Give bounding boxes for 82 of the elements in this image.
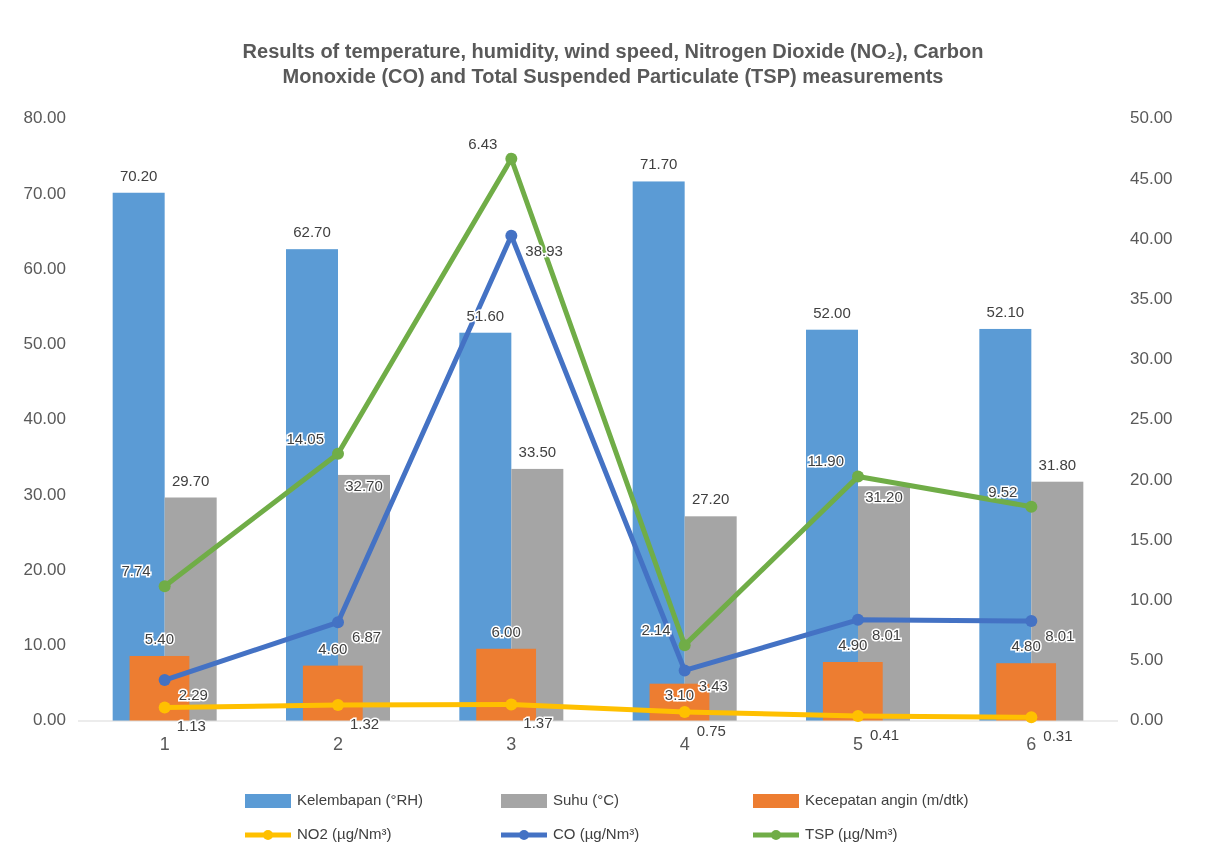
legend-label: NO2 (µg/Nm³)	[297, 824, 392, 842]
y-tick-label: 0.00	[32, 710, 66, 730]
data-label: 33.50	[518, 442, 557, 460]
annotation: 11.90	[807, 452, 844, 470]
data-label: 4.60	[318, 639, 348, 657]
y-tick-label: 60.00	[23, 258, 66, 278]
point	[505, 152, 518, 165]
annotation: 6.43	[468, 134, 498, 152]
legend-label: Kecepatan angin (m/dtk)	[805, 790, 969, 808]
data-label: 3.10	[664, 685, 695, 703]
data-label: 70.20	[119, 166, 158, 184]
point	[678, 705, 691, 718]
annotation: 8.01	[1045, 626, 1075, 644]
y-tick-label: 30.00	[23, 484, 66, 504]
annotation: 8.01	[872, 626, 902, 644]
point	[678, 639, 691, 652]
data-label: 32.70	[345, 476, 383, 494]
annotation: 14.05	[286, 429, 324, 447]
point	[158, 701, 171, 714]
data-label: 62.70	[293, 223, 331, 241]
point	[852, 710, 864, 723]
y2-tick-label: 20.00	[1130, 469, 1173, 489]
annotation: 6.87	[352, 628, 382, 646]
chart-title: Results of temperature, humidity, wind speed, Nitrogen Dioxide (NO₂), Carbon Monoxide (CO) and Total Suspended Particulate (TSP) measurements	[242, 40, 984, 87]
data-label: 31.80	[1038, 455, 1077, 473]
point	[852, 613, 864, 626]
x-tick-label: 5	[852, 733, 864, 754]
data-label: 52.00	[813, 303, 851, 321]
annotation: 7.74	[121, 562, 151, 580]
point	[1025, 615, 1038, 628]
y2-tick-label: 0.00	[1130, 710, 1164, 730]
legend-label: Kelembapan (°RH)	[297, 790, 424, 808]
point	[852, 470, 864, 483]
y-tick-label: 80.00	[23, 108, 66, 128]
y2-tick-label: 15.00	[1130, 529, 1173, 549]
y2-tick-label: 50.00	[1130, 108, 1173, 128]
point	[332, 699, 344, 712]
data-label: 0.41	[870, 726, 900, 744]
y-tick-label: 20.00	[23, 559, 66, 579]
y-tick-label: 50.00	[23, 334, 66, 354]
y-tick-label: 40.00	[23, 409, 66, 429]
y-tick-label: 70.00	[23, 183, 66, 203]
data-label: 71.70	[639, 155, 678, 173]
point	[332, 616, 344, 629]
annotation: 3.43	[698, 676, 728, 694]
annotation: 9.52	[988, 482, 1018, 500]
y2-tick-label: 5.00	[1130, 650, 1164, 670]
point	[158, 674, 171, 687]
data-label: 1.37	[523, 714, 553, 732]
data-label: 29.70	[171, 471, 210, 489]
data-label: 4.90	[838, 636, 868, 653]
y2-tick-label: 30.00	[1130, 349, 1173, 369]
data-label: 0.31	[1043, 727, 1073, 745]
x-tick-label: 2	[332, 733, 344, 754]
annotation: 2.14	[641, 620, 671, 638]
data-label: 0.75	[696, 721, 726, 739]
data-label: 1.13	[176, 717, 206, 735]
y-tick-label: 10.00	[23, 635, 66, 655]
data-label: 5.40	[144, 629, 175, 647]
x-tick-label: 1	[159, 733, 170, 754]
bar	[996, 663, 1057, 721]
x-tick-label: 6	[1026, 733, 1037, 754]
y2-tick-label: 10.00	[1130, 590, 1173, 610]
data-label: 27.20	[691, 490, 730, 508]
point	[332, 447, 344, 460]
x-tick-label: 3	[506, 733, 517, 754]
data-label: 1.32	[350, 715, 380, 733]
point	[678, 664, 691, 677]
y2-tick-label: 25.00	[1130, 409, 1173, 429]
x-tick-label: 4	[679, 733, 690, 754]
data-label: 52.10	[986, 302, 1025, 320]
y2-tick-label: 40.00	[1130, 228, 1173, 248]
point	[1025, 500, 1038, 513]
point	[1025, 711, 1038, 724]
legend-label: Suhu (°C)	[553, 790, 620, 808]
legend-label: CO (µg/Nm³)	[553, 824, 640, 842]
point	[158, 580, 171, 593]
legend-label: TSP (µg/Nm³)	[805, 824, 898, 842]
y2-tick-label: 45.00	[1130, 168, 1173, 188]
y2-tick-label: 35.00	[1130, 289, 1173, 309]
point	[505, 698, 518, 711]
data-label: 31.20	[865, 488, 903, 506]
